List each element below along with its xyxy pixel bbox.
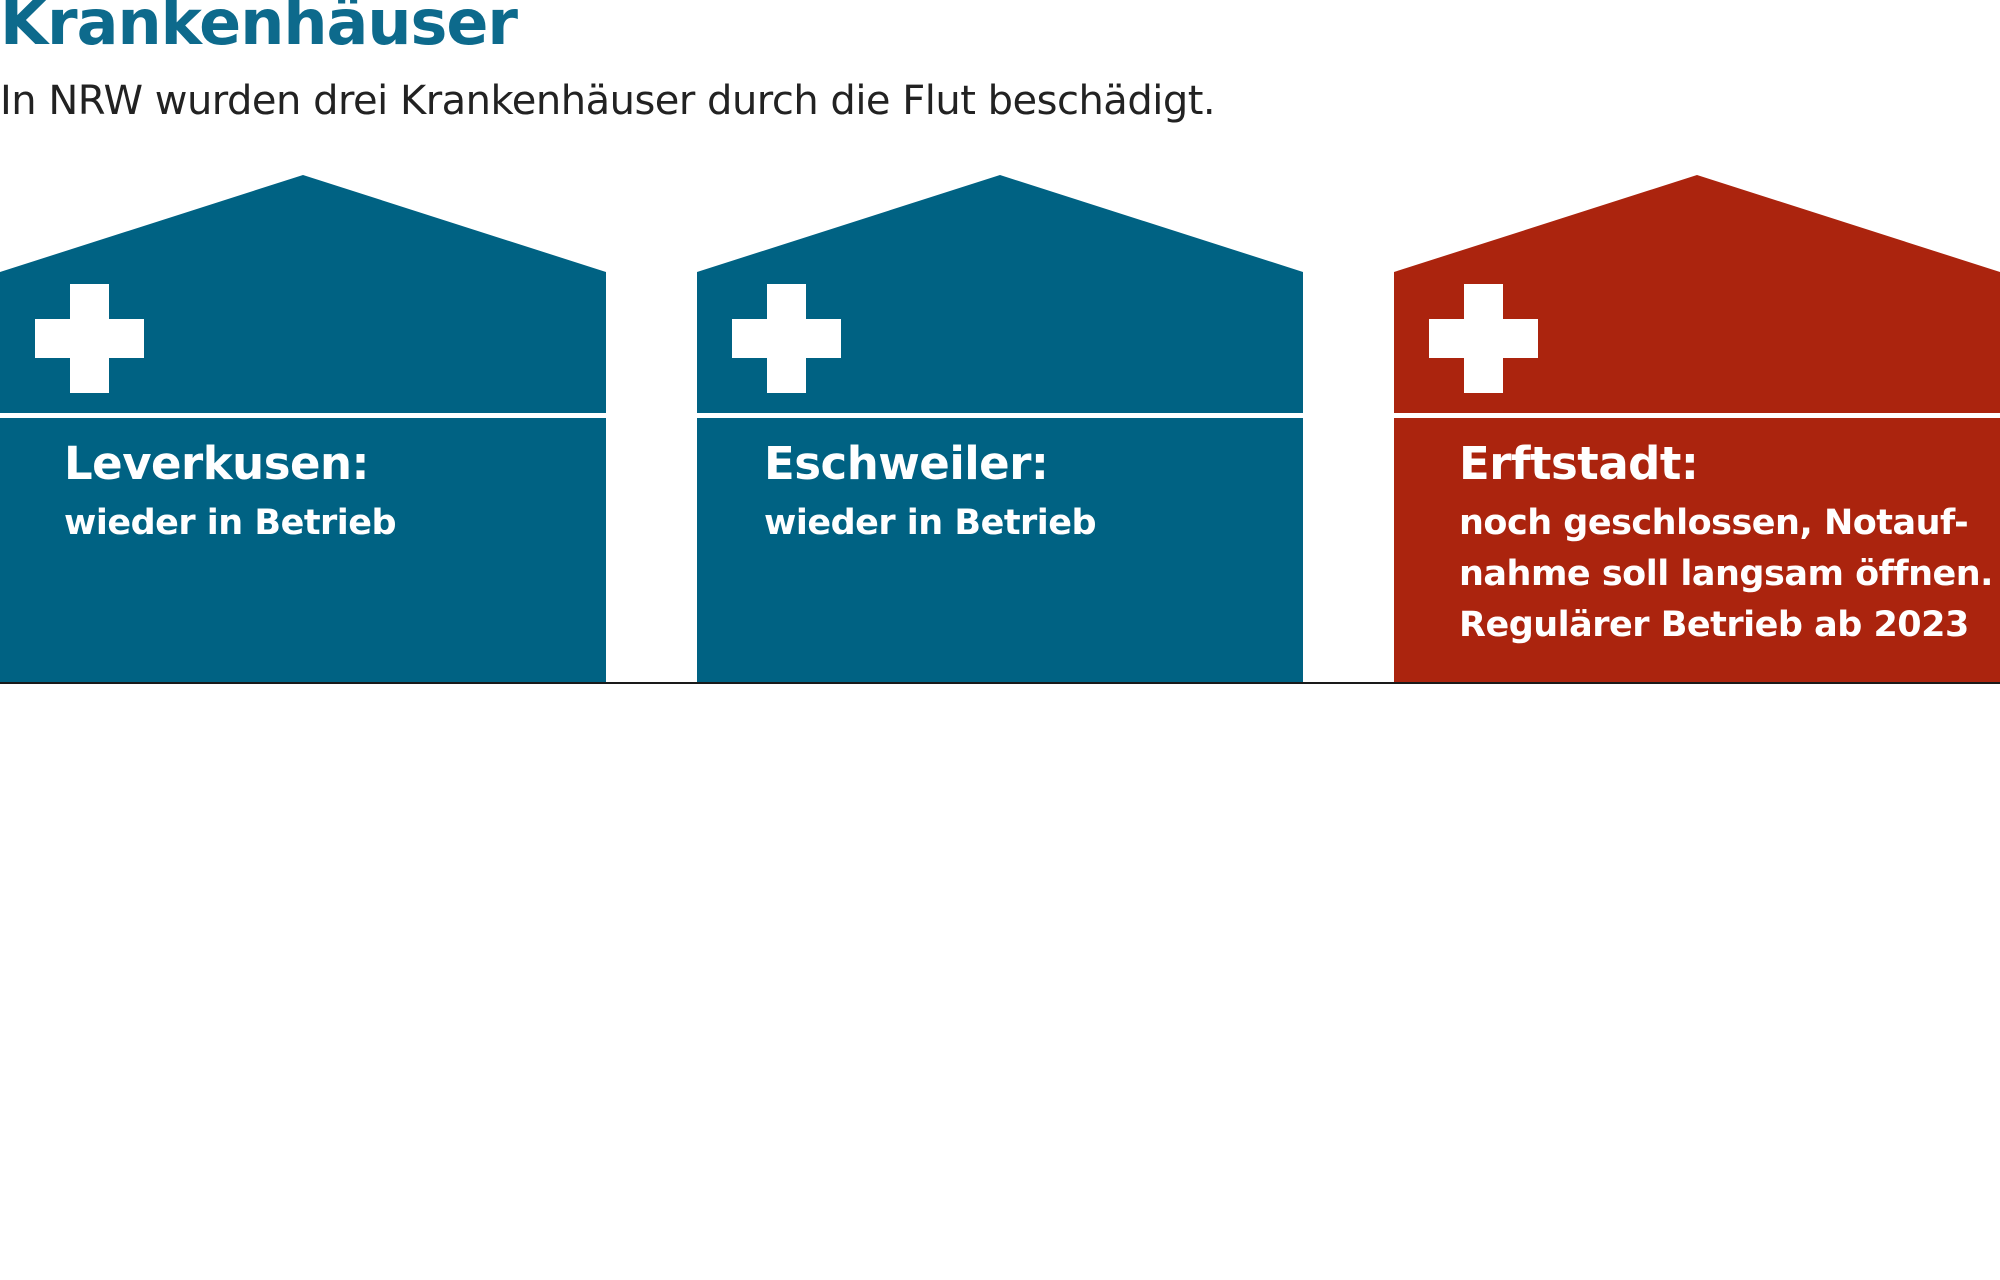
hospital-erftstadt: Erftstadt: noch geschlossen, Notauf- nah… bbox=[1394, 175, 2000, 683]
hospital-status: wieder in Betrieb bbox=[64, 503, 397, 543]
house-roof-and-wall bbox=[0, 175, 606, 683]
hospital-name: Erftstadt: bbox=[1459, 437, 1699, 490]
page-subtitle: In NRW wurden drei Krankenhäuser durch d… bbox=[0, 78, 1216, 124]
house-divider bbox=[1394, 413, 2000, 418]
medical-cross-icon bbox=[35, 284, 144, 393]
hospital-name: Eschweiler: bbox=[764, 437, 1049, 490]
house-shape bbox=[697, 175, 1303, 683]
hospital-status: noch geschlossen, Notauf- nahme soll lan… bbox=[1459, 503, 1993, 645]
page-title: Krankenhäuser bbox=[0, 0, 518, 59]
house-divider bbox=[0, 413, 606, 418]
house-roof-and-wall bbox=[1394, 175, 2000, 683]
ground-line bbox=[0, 682, 2000, 684]
medical-cross-icon bbox=[732, 284, 841, 393]
hospital-eschweiler: Eschweiler: wieder in Betrieb bbox=[697, 175, 1303, 683]
medical-cross-icon bbox=[1429, 284, 1538, 393]
house-shape bbox=[0, 175, 606, 683]
house-roof-and-wall bbox=[697, 175, 1303, 683]
hospital-leverkusen: Leverkusen: wieder in Betrieb bbox=[0, 175, 606, 683]
house-shape bbox=[1394, 175, 2000, 683]
hospital-status: wieder in Betrieb bbox=[764, 503, 1097, 543]
house-divider bbox=[697, 413, 1303, 418]
hospital-name: Leverkusen: bbox=[64, 437, 370, 490]
